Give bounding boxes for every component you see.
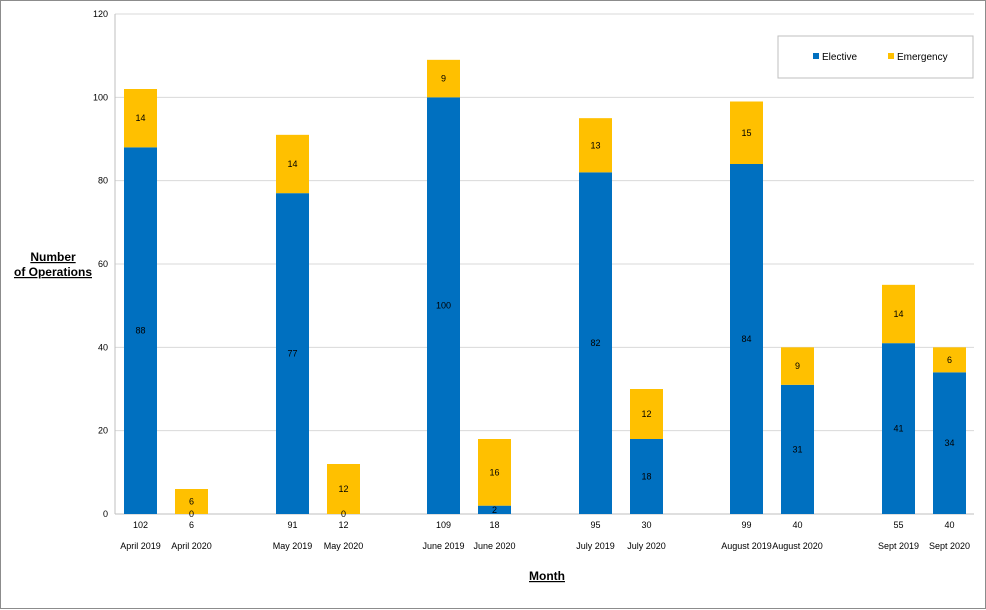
data-label-elective-7: 18 <box>641 472 651 482</box>
data-label-elective-0: 88 <box>135 326 145 336</box>
bar-emergency-6 <box>579 118 612 173</box>
data-label-elective-9: 31 <box>792 444 802 454</box>
bar-emergency-10 <box>882 284 915 344</box>
bar-elective-4 <box>427 97 460 514</box>
data-label-emergency-0: 14 <box>135 113 145 123</box>
legend-swatch-emergency <box>888 53 894 59</box>
bar-elective-5 <box>478 505 511 514</box>
data-label-emergency-9: 9 <box>795 361 800 371</box>
total-label-7: 30 <box>641 520 651 530</box>
bar-elective-8 <box>730 164 763 514</box>
y-tick-label-20: 20 <box>98 426 108 436</box>
x-tick-label-8: August 2019 <box>721 541 772 551</box>
y-tick-label-40: 40 <box>98 342 108 352</box>
bar-emergency-1 <box>175 489 208 514</box>
y-tick-label-80: 80 <box>98 176 108 186</box>
y-axis-title-line-2: of Operations <box>14 265 92 279</box>
y-tick-label-120: 120 <box>93 9 108 19</box>
bar-emergency-2 <box>276 134 309 194</box>
data-label-emergency-10: 14 <box>893 309 903 319</box>
bar-elective-9 <box>781 384 814 514</box>
total-label-1: 6 <box>189 520 194 530</box>
bar-elective-0 <box>124 147 157 515</box>
data-label-emergency-6: 13 <box>590 140 600 150</box>
legend-label-emergency: Emergency <box>897 52 948 63</box>
total-label-5: 18 <box>489 520 499 530</box>
x-tick-label-2: May 2019 <box>273 541 313 551</box>
bar-emergency-11 <box>933 347 966 373</box>
data-label-elective-6: 82 <box>590 338 600 348</box>
data-label-elective-2: 77 <box>287 349 297 359</box>
total-label-3: 12 <box>338 520 348 530</box>
data-label-emergency-4: 9 <box>441 74 446 84</box>
data-label-emergency-11: 6 <box>947 355 952 365</box>
data-label-emergency-3: 12 <box>338 484 348 494</box>
bar-emergency-5 <box>478 439 511 506</box>
total-label-10: 55 <box>893 520 903 530</box>
y-axis-title-line-1: Number <box>30 250 76 264</box>
data-label-elective-8: 84 <box>741 334 751 344</box>
data-label-elective-1: 0 <box>189 509 194 519</box>
total-label-8: 99 <box>741 520 751 530</box>
total-label-0: 102 <box>133 520 148 530</box>
data-label-emergency-2: 14 <box>287 159 297 169</box>
total-label-9: 40 <box>792 520 802 530</box>
x-tick-label-10: Sept 2019 <box>878 541 919 551</box>
data-label-elective-3: 0 <box>341 509 346 519</box>
legend-label-elective: Elective <box>822 52 857 63</box>
y-tick-label-100: 100 <box>93 92 108 102</box>
x-tick-label-5: June 2020 <box>473 541 515 551</box>
y-tick-label-0: 0 <box>103 509 108 519</box>
x-tick-label-3: May 2020 <box>324 541 364 551</box>
x-tick-label-9: August 2020 <box>772 541 823 551</box>
x-tick-label-1: April 2020 <box>171 541 212 551</box>
x-tick-label-11: Sept 2020 <box>929 541 970 551</box>
bar-emergency-4 <box>427 59 460 98</box>
y-tick-label-60: 60 <box>98 259 108 269</box>
x-tick-label-4: June 2019 <box>422 541 464 551</box>
total-label-4: 109 <box>436 520 451 530</box>
bar-emergency-3 <box>327 464 360 514</box>
total-label-6: 95 <box>590 520 600 530</box>
data-label-elective-10: 41 <box>893 424 903 434</box>
bar-emergency-7 <box>630 389 663 439</box>
data-label-emergency-1: 6 <box>189 497 194 507</box>
bar-elective-11 <box>933 372 966 514</box>
bar-elective-7 <box>630 439 663 514</box>
legend-box <box>777 35 974 79</box>
x-tick-label-0: April 2019 <box>120 541 161 551</box>
data-label-elective-11: 34 <box>944 438 954 448</box>
legend-swatch-elective <box>813 53 819 59</box>
x-tick-label-7: July 2020 <box>627 541 666 551</box>
data-label-elective-5: 2 <box>492 505 497 515</box>
x-axis-title: Month <box>529 569 565 583</box>
x-tick-label-6: July 2019 <box>576 541 615 551</box>
data-label-emergency-5: 16 <box>489 467 499 477</box>
data-label-emergency-7: 12 <box>641 409 651 419</box>
data-label-emergency-8: 15 <box>741 128 751 138</box>
bar-emergency-8 <box>730 101 763 164</box>
bar-elective-10 <box>882 343 915 514</box>
bar-emergency-0 <box>124 89 157 148</box>
total-label-11: 40 <box>944 520 954 530</box>
bar-elective-6 <box>579 172 612 515</box>
total-label-2: 91 <box>287 520 297 530</box>
bar-elective-2 <box>276 193 309 514</box>
bar-emergency-9 <box>781 347 814 385</box>
data-label-elective-4: 100 <box>436 301 451 311</box>
